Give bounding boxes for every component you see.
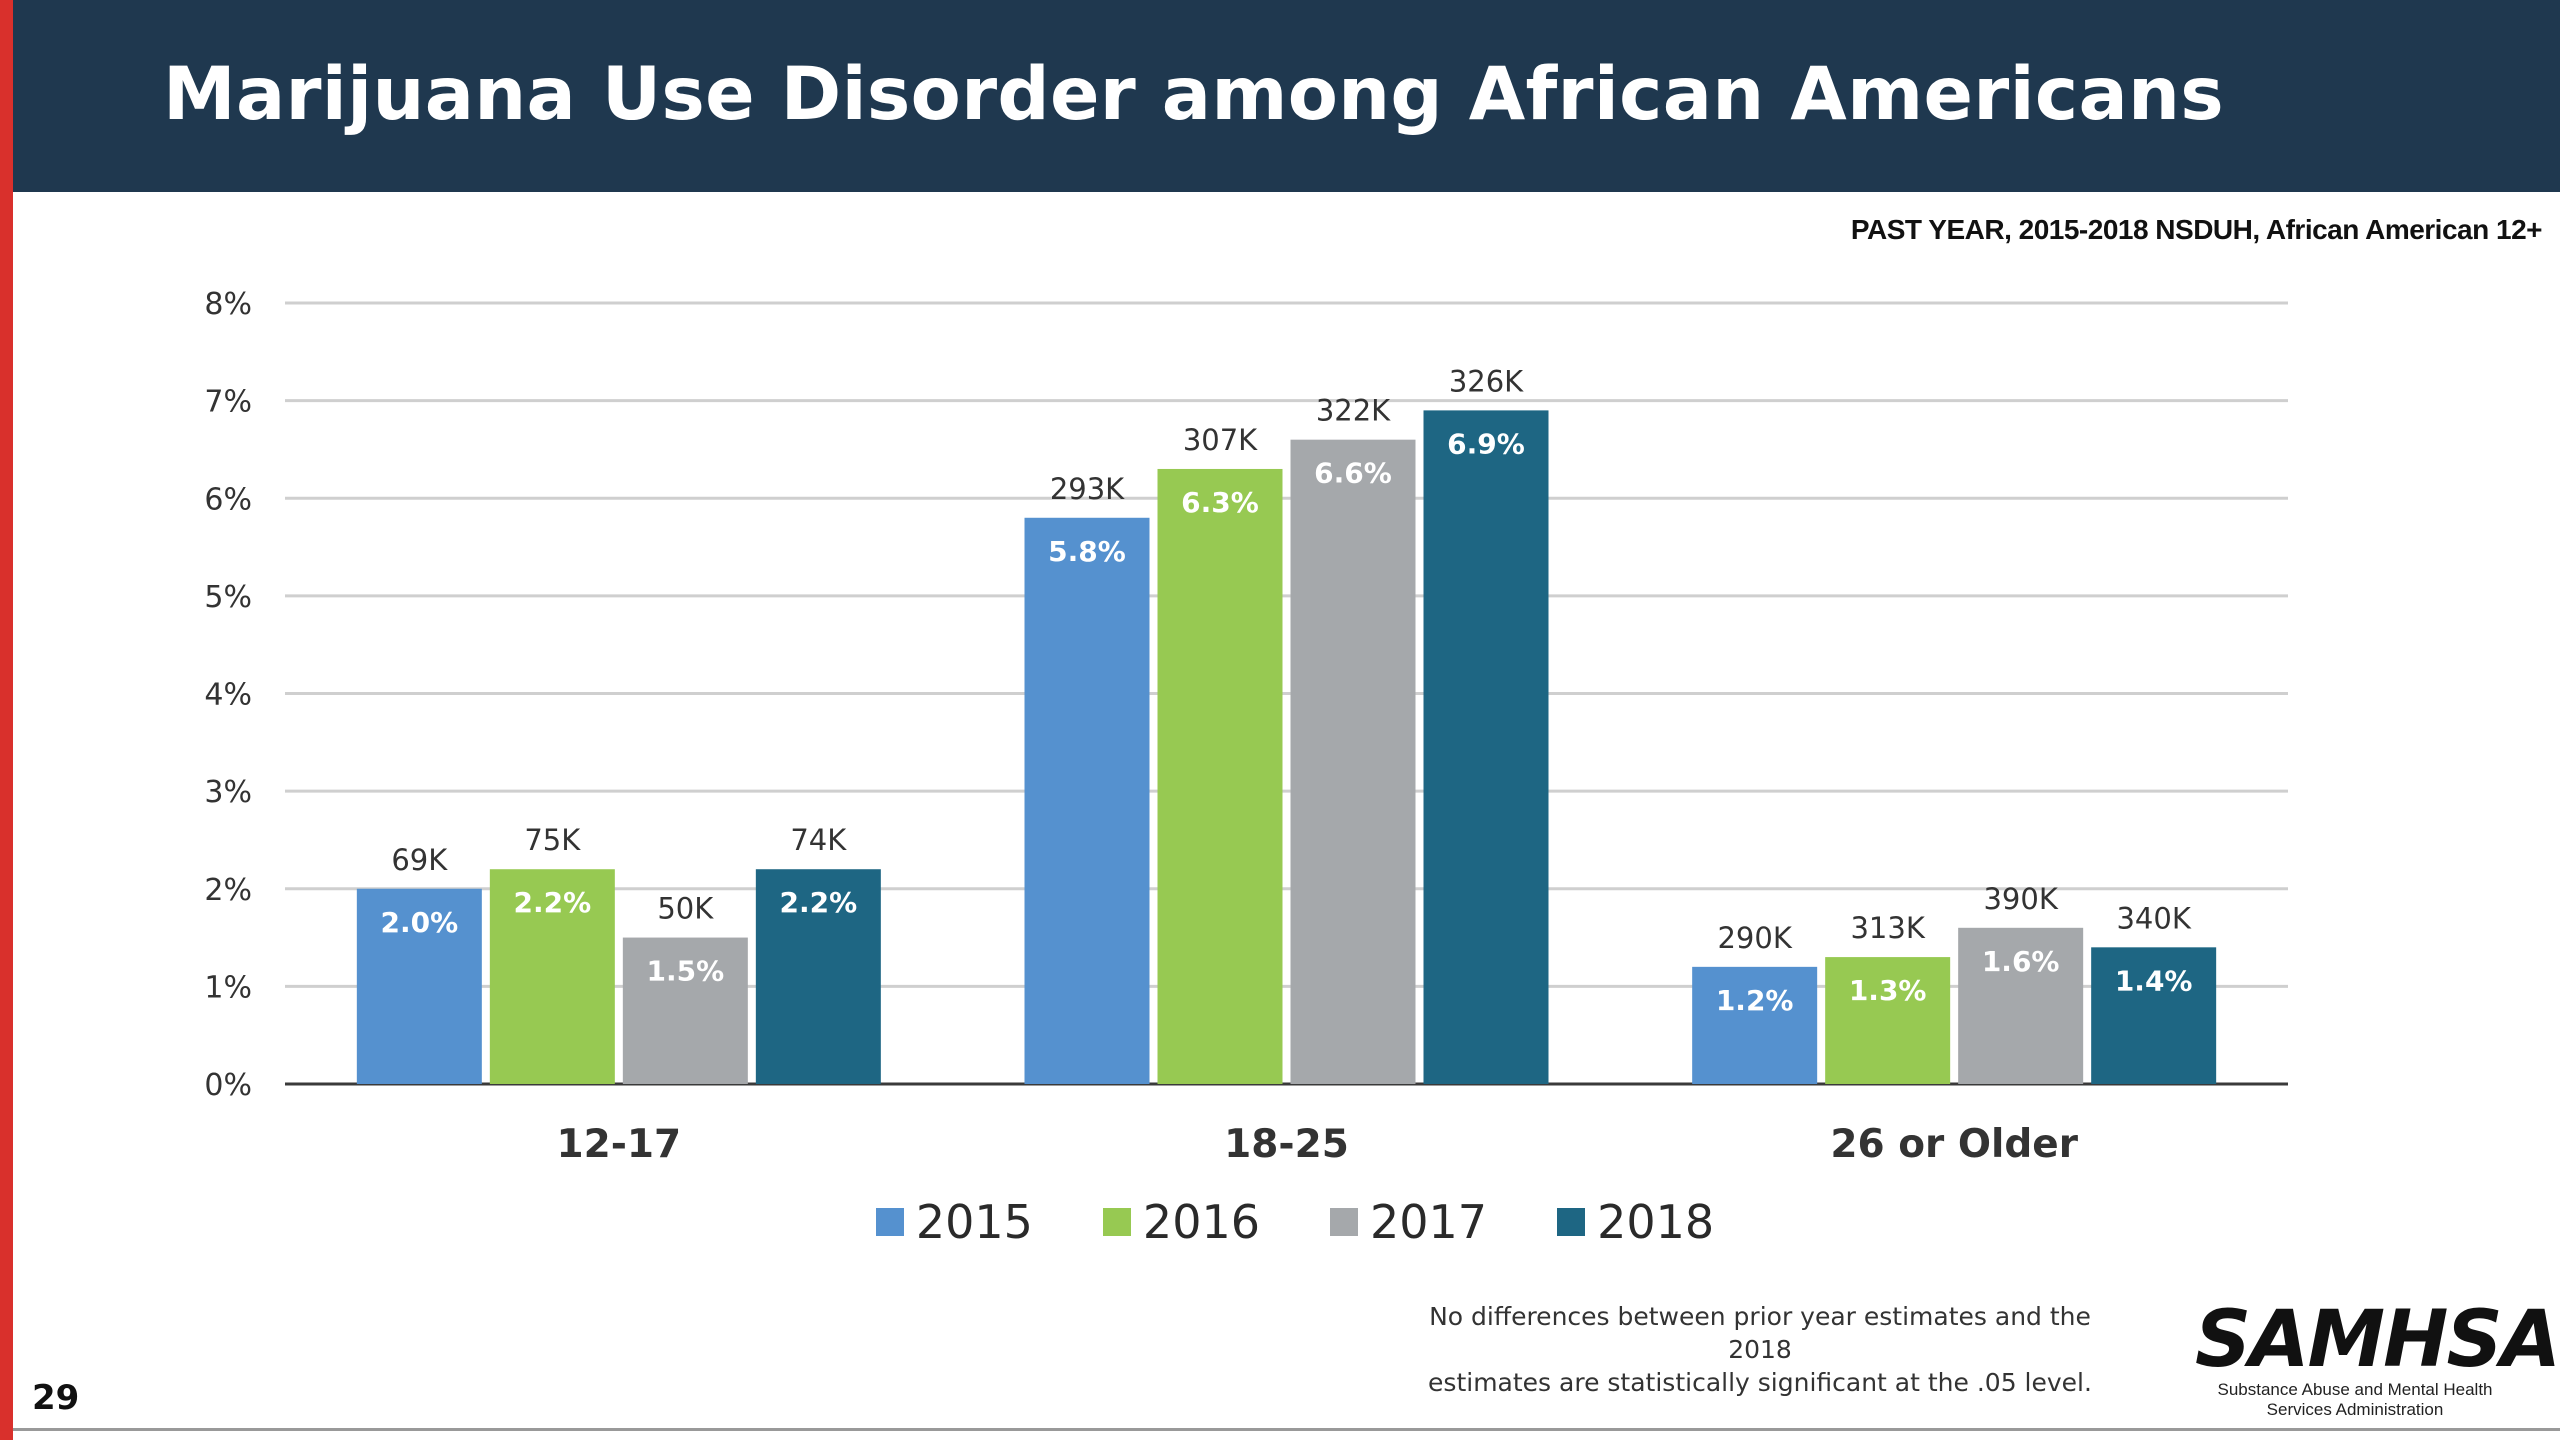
legend-label: 2017	[1370, 1195, 1488, 1249]
y-tick-label: 1%	[204, 970, 252, 1005]
x-category-label: 12-17	[556, 1122, 681, 1167]
y-tick-label: 6%	[204, 482, 252, 517]
y-tick-label: 5%	[204, 580, 252, 615]
bar	[622, 937, 748, 1084]
bar	[489, 869, 615, 1084]
bar-value-label: 2.2%	[514, 886, 592, 919]
x-category-label: 26 or Older	[1830, 1122, 2078, 1167]
bar-value-label: 5.8%	[1048, 535, 1126, 568]
bar-value-label: 2.2%	[780, 886, 858, 919]
footnote: No differences between prior year estima…	[1410, 1300, 2110, 1399]
bar-count-label: 290K	[1717, 921, 1792, 955]
legend-item: 2015	[875, 1195, 1033, 1249]
bar	[2091, 947, 2217, 1084]
bar	[1024, 517, 1150, 1084]
bar-count-label: 69K	[391, 843, 448, 877]
y-tick-label: 3%	[204, 775, 252, 810]
bar	[356, 888, 482, 1084]
bar	[1692, 966, 1818, 1084]
bar-count-label: 293K	[1050, 472, 1125, 506]
bar	[755, 869, 881, 1084]
page-number: 29	[32, 1378, 80, 1418]
bottom-divider	[13, 1428, 2560, 1431]
legend-item: 2016	[1102, 1195, 1260, 1249]
y-tick-label: 8%	[204, 287, 252, 322]
footnote-line-1: No differences between prior year estima…	[1429, 1302, 2091, 1364]
y-tick-label: 2%	[204, 873, 252, 908]
legend-label: 2018	[1597, 1195, 1715, 1249]
y-tick-label: 7%	[204, 385, 252, 420]
legend-label: 2015	[915, 1195, 1033, 1249]
bar-count-label: 322K	[1316, 394, 1391, 428]
bar	[1157, 468, 1283, 1084]
bar-count-label: 390K	[1983, 882, 2058, 916]
logo-subtitle-1: Substance Abuse and Mental Health	[2217, 1380, 2493, 1399]
bar-value-label: 6.6%	[1314, 457, 1392, 490]
legend-label: 2016	[1142, 1195, 1260, 1249]
bar-count-label: 326K	[1449, 364, 1524, 398]
bar-value-label: 1.6%	[1982, 945, 2060, 978]
logo-wordmark: SAMHSA	[2195, 1295, 2560, 1385]
bar	[1958, 927, 2084, 1084]
y-tick-label: 0%	[204, 1068, 252, 1103]
legend-item: 2017	[1330, 1195, 1487, 1249]
bar-value-label: 1.3%	[1849, 974, 1927, 1007]
legend-swatch	[875, 1208, 904, 1236]
legend-swatch	[1102, 1208, 1131, 1236]
bar-value-label: 6.9%	[1447, 427, 1525, 460]
footnote-line-2: estimates are statistically significant …	[1428, 1368, 2092, 1397]
bar	[1290, 439, 1416, 1084]
bar-value-label: 6.3%	[1181, 486, 1259, 519]
legend-item: 2018	[1557, 1195, 1714, 1249]
left-accent-bar	[0, 0, 13, 1440]
bar	[1423, 410, 1549, 1084]
bar-value-label: 1.2%	[1716, 984, 1794, 1017]
slide-title: Marijuana Use Disorder among African Ame…	[163, 52, 2225, 137]
bar-count-label: 50K	[657, 892, 714, 926]
legend-swatch	[1557, 1208, 1586, 1236]
bar	[1825, 957, 1951, 1084]
y-tick-label: 4%	[204, 678, 252, 713]
bar-count-label: 74K	[790, 823, 847, 857]
bar-value-label: 2.0%	[381, 906, 459, 939]
chart-subtitle: PAST YEAR, 2015-2018 NSDUH, African Amer…	[1850, 214, 2543, 245]
title-banner: Marijuana Use Disorder among African Ame…	[13, 0, 2560, 192]
bar-value-label: 1.4%	[2115, 964, 2193, 997]
bar-count-label: 75K	[524, 823, 581, 857]
bar-count-label: 340K	[2116, 901, 2191, 935]
bar-count-label: 313K	[1850, 911, 1925, 945]
chart-legend: 2015 2016 2017 2018	[0, 1195, 2560, 1249]
samhsa-logo: SAMHSA Substance Abuse and Mental Health…	[2195, 1295, 2560, 1420]
bar-count-label: 307K	[1183, 423, 1258, 457]
logo-subtitle-2: Services Administration	[2266, 1400, 2444, 1419]
legend-swatch	[1330, 1208, 1358, 1236]
x-category-label: 18-25	[1224, 1122, 1349, 1167]
bar-value-label: 1.5%	[647, 955, 725, 988]
